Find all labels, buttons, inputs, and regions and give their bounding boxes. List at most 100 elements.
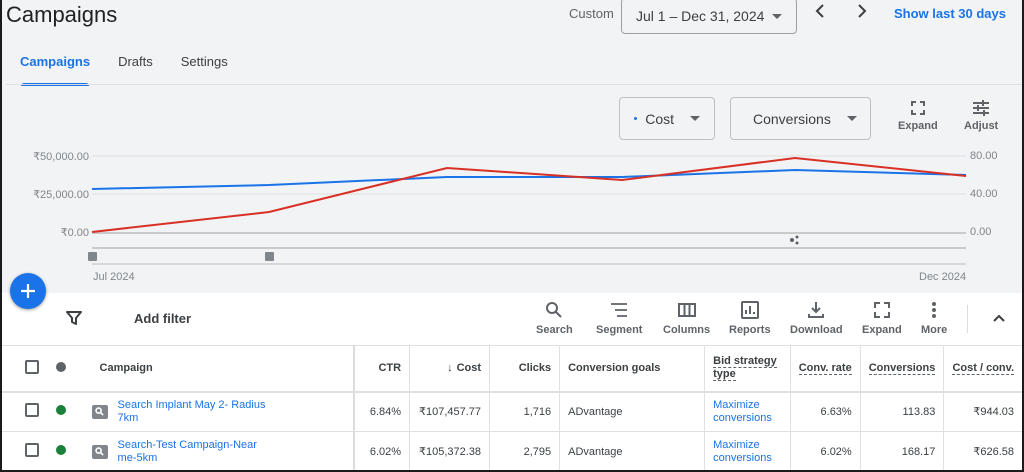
campaign-name-line1: Search Implant May 2- Radius bbox=[117, 398, 266, 411]
row-checkbox-cell[interactable] bbox=[2, 431, 48, 470]
ctr-header[interactable]: CTR bbox=[352, 345, 410, 393]
show-last-30-days-link[interactable]: Show last 30 days bbox=[894, 6, 1006, 21]
cost-per-conv-header[interactable]: Cost / conv. bbox=[943, 345, 1022, 393]
conv-rate-header[interactable]: Conv. rate bbox=[789, 345, 861, 393]
conversions-header[interactable]: Conversions bbox=[859, 345, 944, 393]
plus-icon bbox=[21, 284, 35, 298]
tab-campaigns[interactable]: Campaigns bbox=[20, 54, 90, 86]
expand-label: Expand bbox=[898, 120, 938, 132]
annotation-marker[interactable] bbox=[265, 252, 274, 261]
cost-legend-swatch bbox=[634, 117, 638, 120]
metric-cost-label: Cost bbox=[645, 110, 674, 127]
table-header-row: Campaign CTR ↓ Cost Clicks Conversion goa… bbox=[2, 345, 1022, 393]
page-title: Campaigns bbox=[6, 2, 118, 27]
y-right-tick: 80.00 bbox=[970, 150, 998, 162]
adjust-label: Adjust bbox=[964, 120, 999, 132]
chevron-left-icon[interactable] bbox=[808, 2, 832, 25]
y-right-tick: 40.00 bbox=[970, 188, 998, 200]
filter-icon[interactable] bbox=[66, 310, 82, 331]
campaign-header[interactable]: Campaign bbox=[83, 345, 354, 393]
columns-label: Columns bbox=[663, 324, 711, 336]
clicks-cell: 2,795 bbox=[489, 431, 560, 470]
expand-icon bbox=[873, 302, 890, 318]
search-button[interactable]: Search bbox=[536, 301, 573, 336]
select-all-checkbox[interactable] bbox=[25, 359, 39, 374]
y-left-tick: ₹0.00 bbox=[60, 227, 89, 239]
ctr-cell: 6.84% bbox=[352, 391, 410, 432]
y-right-tick: 0.00 bbox=[970, 226, 992, 238]
row-checkbox-cell[interactable] bbox=[2, 391, 48, 432]
reports-button[interactable]: Reports bbox=[729, 301, 771, 336]
bid-strategy-link[interactable]: Maximize conversions bbox=[704, 431, 791, 470]
more-label: More bbox=[921, 324, 948, 336]
chart-expand-button[interactable]: Expand bbox=[898, 100, 938, 132]
reports-icon bbox=[740, 301, 759, 319]
tab-divider bbox=[6, 84, 1022, 85]
campaign-cell: Search-Test Campaign-Near me-5km bbox=[83, 431, 354, 470]
download-label: Download bbox=[790, 324, 843, 336]
conversion-goals-cell: ADvantage bbox=[559, 391, 705, 432]
toolbar-divider bbox=[967, 305, 968, 333]
campaign-name-link[interactable]: Search-Test Campaign-Near me-5km bbox=[118, 439, 257, 465]
more-button[interactable]: More bbox=[921, 301, 947, 336]
table-row: Search Implant May 2- Radius 7km 6.84% ₹1… bbox=[2, 391, 1022, 432]
performance-chart: ₹50,000.00 ₹25,000.00 ₹0.00 80.00 40.00 … bbox=[2, 140, 1022, 290]
create-button[interactable] bbox=[10, 273, 46, 309]
table-expand-button[interactable]: Expand bbox=[862, 301, 902, 336]
conversions-cell: 113.83 bbox=[859, 391, 944, 432]
campaign-name-line2: 7km bbox=[117, 411, 139, 424]
dropdown-caret-icon bbox=[846, 116, 857, 121]
row-checkbox[interactable] bbox=[25, 403, 39, 418]
more-vert-icon bbox=[932, 302, 937, 318]
date-range-picker[interactable]: Jul 1 – Dec 31, 2024 bbox=[621, 0, 797, 34]
bid-strategy-type-header[interactable]: Bid strategy type bbox=[704, 345, 791, 393]
row-checkbox[interactable] bbox=[25, 443, 39, 458]
bid-strategy-link[interactable]: Maximize conversions bbox=[704, 391, 791, 432]
date-range-label: Custom bbox=[569, 6, 614, 21]
expand-icon bbox=[910, 101, 925, 115]
annotation-marker[interactable] bbox=[88, 252, 97, 261]
segment-button[interactable]: Segment bbox=[596, 301, 642, 336]
cost-header[interactable]: ↓ Cost bbox=[409, 345, 490, 393]
tab-bar: Campaigns Drafts Settings bbox=[20, 54, 228, 86]
clicks-header[interactable]: Clicks bbox=[489, 345, 560, 393]
segment-label: Segment bbox=[596, 324, 643, 336]
campaign-name-line1: Search-Test Campaign-Near bbox=[117, 438, 257, 451]
clicks-cell: 1,716 bbox=[489, 391, 560, 432]
campaign-name-link[interactable]: Search Implant May 2- Radius 7km bbox=[118, 399, 266, 425]
conv-rate-cell: 6.02% bbox=[789, 431, 861, 470]
expand-label: Expand bbox=[862, 324, 902, 336]
columns-button[interactable]: Columns bbox=[663, 301, 710, 336]
insight-icon[interactable] bbox=[790, 235, 799, 245]
bid-strategy-type-label: Bid strategy type bbox=[713, 355, 777, 382]
status-enabled-dot-icon bbox=[55, 405, 66, 416]
dropdown-caret-icon bbox=[772, 13, 782, 19]
conversions-label: Conversions bbox=[868, 362, 936, 376]
x-tick-end: Dec 2024 bbox=[919, 271, 967, 283]
download-button[interactable]: Download bbox=[790, 301, 843, 336]
tab-drafts[interactable]: Drafts bbox=[118, 54, 153, 69]
collapse-chevron-up-icon[interactable] bbox=[992, 310, 1006, 328]
status-header bbox=[47, 345, 84, 393]
chart-adjust-button[interactable]: Adjust bbox=[964, 100, 998, 132]
metric-selector-conversions[interactable]: Conversions bbox=[730, 97, 871, 140]
conversion-goals-header[interactable]: Conversion goals bbox=[559, 345, 705, 393]
chevron-right-icon[interactable] bbox=[850, 2, 874, 25]
conversions-cell: 168.17 bbox=[859, 431, 944, 470]
search-campaign-icon bbox=[91, 404, 108, 419]
select-all-checkbox-cell[interactable] bbox=[2, 345, 48, 393]
campaigns-table: Campaign CTR ↓ Cost Clicks Conversion goa… bbox=[2, 345, 1022, 470]
cost-header-label: Cost bbox=[456, 362, 482, 375]
status-enabled-dot-icon bbox=[55, 445, 66, 456]
bid-line2: conversions bbox=[713, 451, 772, 464]
columns-icon bbox=[677, 303, 696, 317]
download-icon bbox=[808, 302, 825, 318]
metric-selector-cost[interactable]: Cost bbox=[619, 97, 715, 140]
status-dot-icon bbox=[55, 361, 66, 372]
add-filter-button[interactable]: Add filter bbox=[134, 311, 192, 326]
conv-rate-cell: 6.63% bbox=[789, 391, 861, 432]
tab-settings[interactable]: Settings bbox=[180, 54, 228, 69]
date-range-value: Jul 1 – Dec 31, 2024 bbox=[636, 8, 765, 24]
conversion-goals-cell: ADvantage bbox=[559, 431, 705, 470]
